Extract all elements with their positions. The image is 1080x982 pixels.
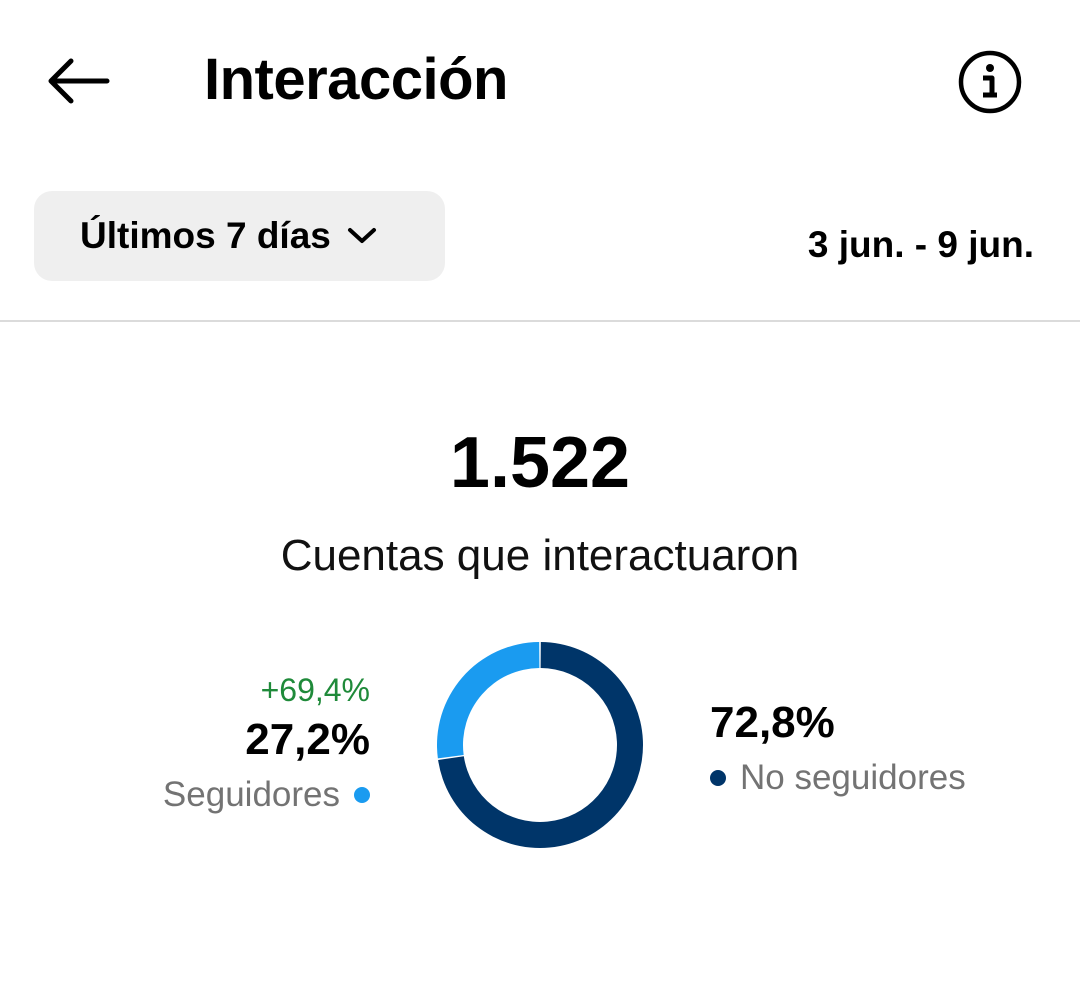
info-button[interactable] — [950, 46, 1030, 118]
non-followers-label: No seguidores — [740, 758, 966, 797]
followers-change: +69,4% — [260, 672, 370, 708]
back-button[interactable] — [36, 45, 120, 117]
divider — [0, 320, 1080, 322]
non-followers-dot-icon — [710, 770, 726, 786]
followers-percent: 27,2% — [245, 715, 370, 764]
arrow-left-icon — [48, 58, 110, 104]
top-bar: Interacción — [0, 0, 1080, 160]
date-range-dropdown-label: Últimos 7 días — [80, 215, 331, 256]
followers-slice — [437, 642, 540, 759]
page-title: Interacción — [204, 47, 508, 112]
donut-chart — [437, 642, 643, 848]
followers-legend-entry: Seguidores — [163, 770, 370, 820]
non-followers-legend-entry: No seguidores — [710, 753, 966, 803]
date-range-dropdown[interactable]: Últimos 7 días — [34, 191, 445, 281]
chevron-down-icon — [347, 226, 377, 246]
info-circle-icon — [958, 50, 1022, 114]
total-accounts-value: 1.522 — [449, 423, 631, 503]
followers-dot-icon — [354, 787, 370, 803]
non-followers-legend: 72,8% No seguidores — [710, 693, 966, 803]
followers-legend: +69,4% 27,2% Seguidores — [163, 670, 370, 820]
non-followers-percent: 72,8% — [710, 698, 835, 747]
followers-label: Seguidores — [162, 775, 340, 814]
total-accounts-label: Cuentas que interactuaron — [280, 531, 800, 580]
date-range-text: 3 jun. - 9 jun. — [807, 224, 1034, 265]
